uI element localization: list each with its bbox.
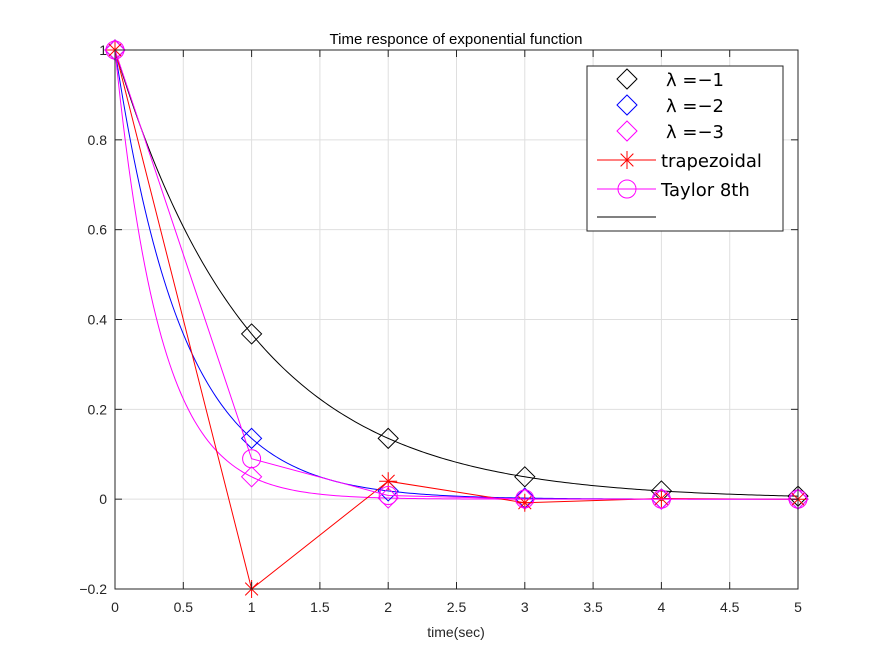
data-point bbox=[240, 466, 263, 488]
x-tick-label: 1 bbox=[248, 599, 256, 615]
series-line bbox=[114, 49, 799, 590]
x-axis-label: time(sec) bbox=[427, 624, 485, 640]
x-tick-label: 3.5 bbox=[583, 599, 603, 615]
legend-label: Taylor 8th bbox=[660, 180, 750, 201]
tick-labels: 0 0.5 1 1.5 2 2.5 3 3.5 4 4.5 5−0.200.20.40.60.81 bbox=[79, 42, 802, 615]
legend-entry: trapezoidal bbox=[597, 151, 762, 172]
y-tick-label: 1 bbox=[99, 42, 107, 58]
data-point bbox=[377, 427, 399, 450]
y-tick-label: 0.8 bbox=[88, 132, 108, 148]
exp-curve-lambda-1 bbox=[114, 49, 799, 497]
series-line bbox=[114, 49, 799, 500]
x-tick-label: 3 bbox=[521, 599, 529, 615]
y-tick-label: 0 bbox=[99, 491, 107, 507]
data-point bbox=[650, 488, 673, 510]
data-point bbox=[515, 489, 535, 509]
x-tick-label: 2 bbox=[384, 599, 392, 615]
x-tick-label: 5 bbox=[794, 599, 802, 615]
ticks bbox=[114, 49, 799, 590]
legend-label: λ =−3 bbox=[666, 122, 724, 143]
data-point bbox=[652, 489, 671, 508]
data-point bbox=[514, 466, 536, 488]
legend-entry: λ =−3 bbox=[616, 120, 724, 143]
y-tick-label: −0.2 bbox=[79, 581, 107, 597]
legend-marker bbox=[616, 68, 638, 90]
x-tick-label: 0 bbox=[111, 599, 119, 615]
data-point bbox=[377, 487, 399, 509]
legend-label: λ =−1 bbox=[666, 70, 724, 91]
legend-label: trapezoidal bbox=[661, 151, 762, 172]
data-point bbox=[240, 323, 263, 345]
series-group bbox=[104, 39, 809, 598]
legend-marker bbox=[618, 151, 636, 169]
x-tick-label: 4.5 bbox=[720, 599, 740, 615]
chart-title: Time responce of exponential function bbox=[330, 31, 583, 48]
x-tick-label: 4 bbox=[658, 599, 666, 615]
data-point bbox=[240, 427, 263, 450]
legend-entry: λ =−2 bbox=[616, 94, 724, 117]
legend-entry: Taylor 8th bbox=[597, 179, 750, 201]
legend-marker bbox=[616, 120, 638, 142]
data-point bbox=[377, 480, 399, 502]
y-tick-label: 0.4 bbox=[88, 312, 108, 328]
legend-box bbox=[586, 65, 784, 232]
data-point bbox=[242, 449, 262, 469]
series-5 bbox=[105, 40, 808, 509]
legend-entry: λ =−1 bbox=[616, 68, 724, 91]
legend-marker bbox=[617, 179, 637, 199]
x-tick-label: 0.5 bbox=[174, 599, 194, 615]
data-point bbox=[379, 472, 398, 491]
y-tick-label: 0.6 bbox=[88, 222, 108, 238]
y-tick-label: 0.2 bbox=[88, 401, 108, 417]
data-point bbox=[651, 489, 671, 509]
legend-marker bbox=[616, 94, 638, 116]
x-tick-label: 1.5 bbox=[310, 599, 330, 615]
legend: λ =−1 λ =−2 λ =−3 trapezoidal Taylor 8th bbox=[586, 65, 784, 232]
legend-label: λ =−2 bbox=[666, 96, 724, 117]
data-point bbox=[515, 493, 534, 512]
x-tick-label: 2.5 bbox=[447, 599, 467, 615]
data-point bbox=[378, 486, 398, 506]
